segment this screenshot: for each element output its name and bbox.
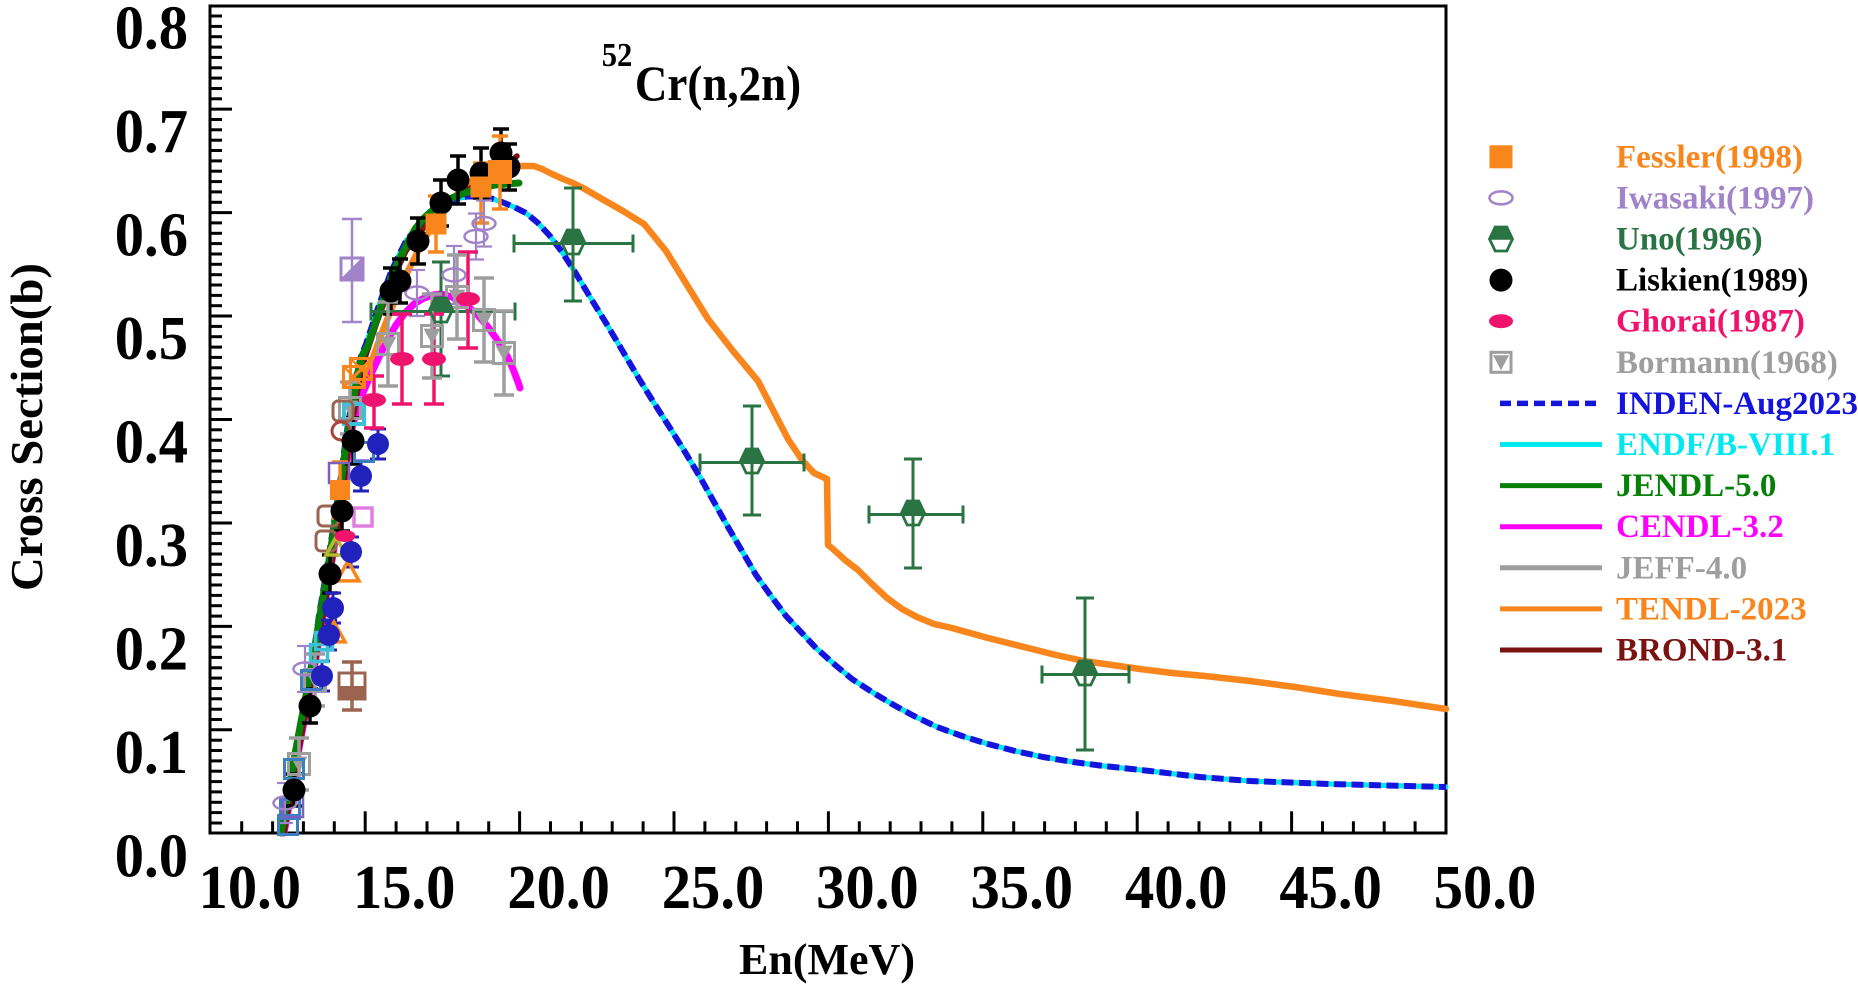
svg-text:Uno(1996): Uno(1996): [1616, 222, 1763, 258]
svg-text:0.7: 0.7: [115, 97, 188, 166]
svg-text:0.2: 0.2: [115, 615, 188, 684]
svg-text:BROND-3.1: BROND-3.1: [1616, 633, 1787, 669]
svg-text:Liskien(1989): Liskien(1989): [1616, 263, 1809, 299]
svg-text:JENDL-5.0: JENDL-5.0: [1616, 468, 1776, 504]
svg-text:0.3: 0.3: [115, 511, 188, 580]
svg-text:CENDL-3.2: CENDL-3.2: [1616, 509, 1784, 545]
svg-text:0.0: 0.0: [115, 821, 188, 890]
svg-text:Cr(n,2n): Cr(n,2n): [635, 57, 801, 112]
svg-text:50.0: 50.0: [1434, 853, 1537, 922]
svg-text:INDEN-Aug2023: INDEN-Aug2023: [1616, 386, 1858, 422]
svg-text:20.0: 20.0: [507, 853, 610, 922]
svg-text:Bormann(1968): Bormann(1968): [1616, 345, 1838, 381]
svg-text:30.0: 30.0: [816, 853, 919, 922]
svg-text:35.0: 35.0: [971, 853, 1074, 922]
svg-text:10.0: 10.0: [199, 853, 302, 922]
svg-text:0.5: 0.5: [115, 304, 188, 373]
svg-text:45.0: 45.0: [1279, 853, 1382, 922]
svg-text:40.0: 40.0: [1125, 853, 1228, 922]
svg-text:Iwasaki(1997): Iwasaki(1997): [1616, 180, 1814, 216]
svg-text:JEFF-4.0: JEFF-4.0: [1616, 550, 1747, 586]
svg-text:Ghorai(1987): Ghorai(1987): [1616, 304, 1805, 340]
svg-text:Fessler(1998): Fessler(1998): [1616, 139, 1803, 175]
svg-text:0.4: 0.4: [115, 408, 188, 477]
svg-text:0.6: 0.6: [115, 201, 188, 270]
svg-text:Cross Section(b): Cross Section(b): [2, 263, 52, 591]
svg-text:15.0: 15.0: [353, 853, 456, 922]
svg-text:25.0: 25.0: [662, 853, 765, 922]
svg-text:52: 52: [602, 36, 633, 74]
svg-text:En(MeV): En(MeV): [739, 935, 915, 984]
svg-text:ENDF/B-VIII.1: ENDF/B-VIII.1: [1616, 427, 1835, 463]
svg-text:TENDL-2023: TENDL-2023: [1616, 591, 1807, 627]
svg-text:0.8: 0.8: [115, 0, 188, 63]
svg-text:0.1: 0.1: [115, 718, 188, 787]
